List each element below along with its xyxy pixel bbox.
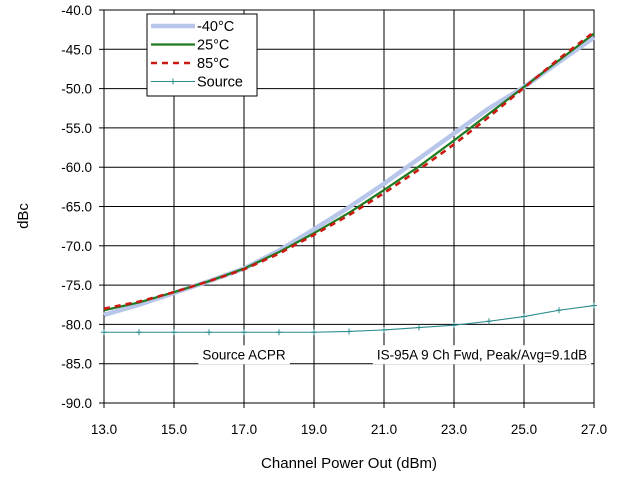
y-tick-label: -60.0 <box>61 160 92 175</box>
x-tick-label: 23.0 <box>441 422 467 437</box>
y-axis-ticks: -40.0 -45.0 -50.0 -55.0 -60.0 -65.0 -70.0 -75.0… <box>61 3 104 411</box>
annotation-text: Source ACPR <box>202 347 286 362</box>
annotation: IS-95A 9 Ch Fwd, Peak/Avg=9.1dB <box>372 345 592 365</box>
plot-frame <box>103 9 595 404</box>
legend-label: 25°C <box>197 38 229 54</box>
x-tick-label: 17.0 <box>231 422 257 437</box>
x-tick-label: 13.0 <box>91 422 117 437</box>
y-tick-label: -85.0 <box>61 357 92 372</box>
legend-label: 85°C <box>197 56 229 72</box>
x-axis-ticks: 13.0 15.0 17.0 19.0 21.0 23.0 25.0 27.0 <box>91 403 607 437</box>
series-line-2 <box>103 30 595 310</box>
y-axis-title: dBc <box>15 203 32 229</box>
y-tick-label: -55.0 <box>61 121 92 136</box>
series-line-3 <box>104 304 595 333</box>
y-tick-label: -80.0 <box>61 317 92 332</box>
x-axis-title: Channel Power Out (dBm) <box>261 455 437 472</box>
annotations: Source ACPR IS-95A 9 Ch Fwd, Peak/Avg=9.1… <box>198 345 592 365</box>
x-tick-label: 15.0 <box>161 422 187 437</box>
x-tick-label: 21.0 <box>371 422 397 437</box>
y-tick-label: -65.0 <box>61 200 92 215</box>
x-tick-label: 27.0 <box>581 422 607 437</box>
y-tick-label: -70.0 <box>61 239 92 254</box>
y-tick-label: -90.0 <box>61 396 92 411</box>
legend-label: -40°C <box>197 19 234 35</box>
x-tick-label: 19.0 <box>301 422 327 437</box>
series-lines <box>101 30 597 336</box>
y-tick-label: -40.0 <box>61 3 92 18</box>
legend: -40°C 25°C 85°C Source <box>146 13 258 97</box>
annotation-background <box>372 345 592 365</box>
annotation: Source ACPR <box>198 345 290 365</box>
y-tick-label: -45.0 <box>61 42 92 57</box>
y-tick-label: -75.0 <box>61 278 92 293</box>
annotation-background <box>198 345 290 365</box>
y-tick-label: -50.0 <box>61 82 92 97</box>
annotation-text: IS-95A 9 Ch Fwd, Peak/Avg=9.1dB <box>377 347 587 362</box>
x-tick-label: 25.0 <box>511 422 537 437</box>
legend-label: Source <box>197 75 243 91</box>
